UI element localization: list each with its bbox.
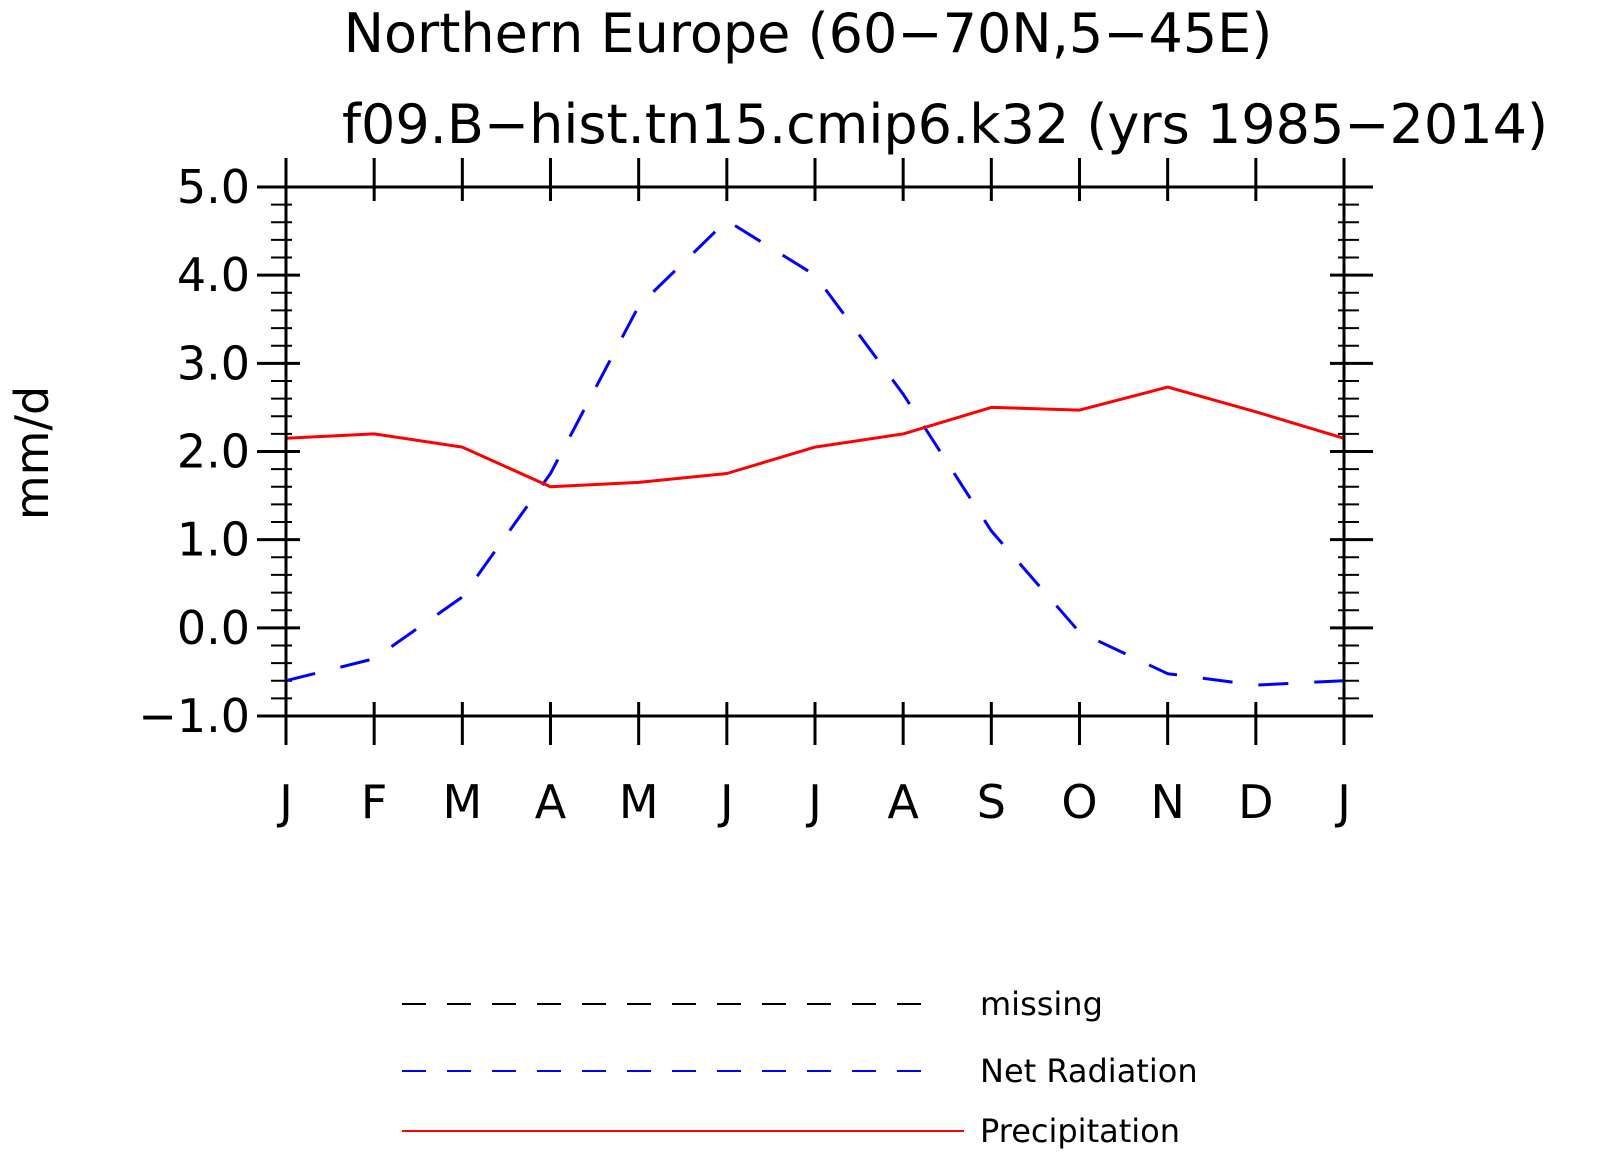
series-lines (285, 219, 1345, 687)
y-tick-label: 4.0 (177, 248, 250, 302)
x-tick-label: J (1334, 775, 1351, 829)
axis-ticks (257, 158, 1373, 745)
x-tick-label: J (276, 775, 293, 829)
legend-label: Precipitation (980, 1112, 1180, 1150)
legend-label: Net Radiation (980, 1052, 1198, 1090)
legend: missing Net Radiation Precipitation (402, 985, 1198, 1150)
series-line-precipitation (285, 385, 1345, 489)
y-tick-label: 0.0 (177, 601, 250, 655)
legend-label: missing (980, 985, 1103, 1023)
x-tick-label: M (619, 775, 659, 829)
plot-frame (284, 185, 1346, 718)
x-tick-label: D (1238, 775, 1273, 829)
x-tick-label: A (887, 775, 919, 829)
x-tick-label: F (361, 775, 387, 829)
x-tick-label: A (535, 775, 567, 829)
y-tick-label: −1.0 (138, 689, 250, 743)
x-tick-label: N (1150, 775, 1184, 829)
chart-subtitle: f09.B−hist.tn15.cmip6.k32 (yrs 1985−2014… (342, 93, 1548, 156)
series-line-net-radiation (285, 219, 1345, 687)
y-tick-label: 1.0 (177, 513, 250, 567)
x-tick-label: M (442, 775, 482, 829)
y-axis-label: mm/d (5, 386, 59, 520)
x-tick-label: O (1061, 775, 1097, 829)
x-tick-label: J (805, 775, 822, 829)
chart-title: Northern Europe (60−70N,5−45E) (344, 2, 1273, 65)
y-tick-label: 5.0 (177, 160, 250, 214)
y-tick-labels: −1.0 0.0 1.0 2.0 3.0 4.0 5.0 (138, 160, 250, 743)
x-tick-label: J (717, 775, 734, 829)
y-tick-label: 3.0 (177, 336, 250, 390)
y-tick-label: 2.0 (177, 425, 250, 479)
x-tick-label: S (977, 775, 1006, 829)
